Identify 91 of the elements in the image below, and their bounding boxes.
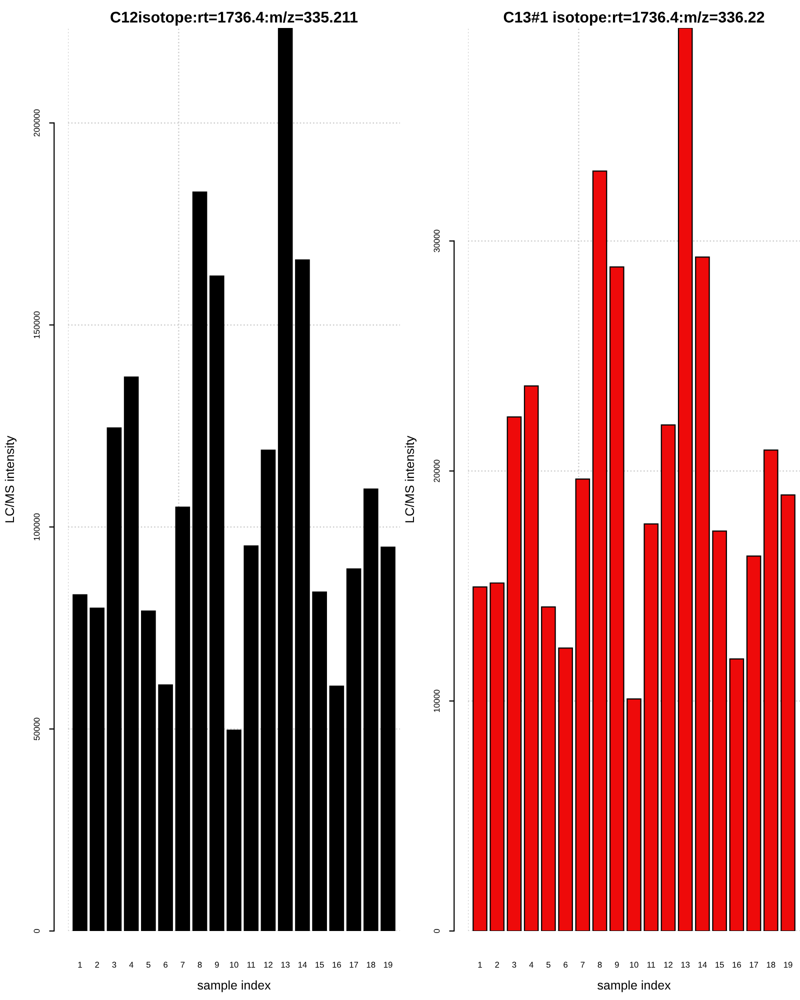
x-tick-label: 7 xyxy=(580,962,585,968)
bar xyxy=(746,556,762,931)
x-tick-label: 1 xyxy=(78,962,82,968)
x-tick-label: 11 xyxy=(247,962,256,968)
chart-title: C13#1 isotope:rt=1736.4:m/z=336.22 xyxy=(504,11,764,26)
bar xyxy=(592,170,608,931)
bar xyxy=(609,266,624,931)
bar xyxy=(695,256,710,931)
bar xyxy=(244,545,259,931)
y-tick-label: 50000 xyxy=(34,718,40,740)
y-tick-label: 20000 xyxy=(434,460,440,482)
x-tick-label: 2 xyxy=(95,962,99,968)
x-tick-label: 8 xyxy=(198,962,202,968)
bar xyxy=(678,28,693,931)
bar xyxy=(72,594,88,931)
bar xyxy=(329,686,344,931)
bar xyxy=(575,478,590,931)
bar xyxy=(626,698,642,931)
x-tick-label: 14 xyxy=(298,962,307,968)
bar xyxy=(192,191,208,931)
bar xyxy=(490,582,504,931)
bar xyxy=(524,385,539,931)
x-tick-label: 5 xyxy=(146,962,150,968)
x-tick-label: 16 xyxy=(332,962,341,968)
bar xyxy=(106,427,122,931)
x-tick-label: 6 xyxy=(564,962,568,968)
bar xyxy=(260,450,276,931)
x-tick-label: 3 xyxy=(112,962,116,968)
x-tick-label: 13 xyxy=(681,962,690,968)
x-tick-label: 9 xyxy=(614,962,619,968)
x-tick-label: 6 xyxy=(164,962,168,968)
bar xyxy=(124,376,139,931)
bar xyxy=(644,523,659,931)
y-tick-label: 150000 xyxy=(34,311,40,338)
bar xyxy=(175,506,190,931)
bar xyxy=(364,488,378,931)
x-tick-label: 9 xyxy=(214,962,219,968)
x-tick-label: 18 xyxy=(366,962,376,968)
y-tick-label: 200000 xyxy=(34,109,40,136)
x-tick-label: 19 xyxy=(784,962,792,968)
bar xyxy=(141,610,156,931)
bar xyxy=(158,684,173,931)
bar xyxy=(312,591,327,931)
bar xyxy=(541,606,556,931)
x-tick-label: 17 xyxy=(350,962,358,968)
bar xyxy=(780,494,796,931)
y-axis-title: LC/MS intensity xyxy=(404,436,417,522)
x-tick-label: 13 xyxy=(281,962,290,968)
bar xyxy=(472,586,488,931)
x-tick-label: 15 xyxy=(716,962,724,968)
x-tick-label: 11 xyxy=(647,962,656,968)
bar xyxy=(764,450,778,931)
bar xyxy=(295,259,310,931)
x-tick-label: 12 xyxy=(264,962,272,968)
bar xyxy=(226,730,242,931)
y-tick-label: 0 xyxy=(34,929,40,933)
x-tick-label: 4 xyxy=(529,962,534,968)
x-axis-title: sample index xyxy=(598,980,671,992)
x-tick-label: 19 xyxy=(384,962,392,968)
x-tick-label: 10 xyxy=(230,962,238,968)
x-tick-label: 12 xyxy=(664,962,672,968)
x-tick-label: 1 xyxy=(478,962,482,968)
x-tick-label: 3 xyxy=(512,962,516,968)
x-axis-title: sample index xyxy=(198,980,271,992)
x-tick-label: 18 xyxy=(766,962,776,968)
x-tick-label: 4 xyxy=(129,962,134,968)
x-tick-label: 17 xyxy=(750,962,758,968)
x-tick-label: 5 xyxy=(546,962,550,968)
bar xyxy=(506,416,522,931)
x-tick-label: 15 xyxy=(316,962,324,968)
x-tick-label: 14 xyxy=(698,962,707,968)
bar xyxy=(346,568,362,931)
x-tick-label: 2 xyxy=(495,962,499,968)
y-axis-title: LC/MS intensity xyxy=(4,436,17,522)
bar xyxy=(660,424,676,931)
bar xyxy=(729,658,744,931)
bar xyxy=(558,648,573,931)
y-tick-label: 100000 xyxy=(34,513,40,540)
x-tick-label: 7 xyxy=(180,962,185,968)
x-tick-label: 8 xyxy=(598,962,602,968)
bar xyxy=(380,546,396,931)
chart-title: C12isotope:rt=1736.4:m/z=335.211 xyxy=(110,11,358,26)
bar xyxy=(209,276,224,931)
y-tick-label: 30000 xyxy=(434,230,440,252)
bar xyxy=(712,530,727,931)
x-tick-label: 10 xyxy=(630,962,638,968)
x-tick-label: 16 xyxy=(732,962,741,968)
bar xyxy=(90,608,104,931)
y-tick-label: 10000 xyxy=(434,690,440,712)
bar xyxy=(278,28,293,931)
y-tick-label: 0 xyxy=(434,929,440,933)
